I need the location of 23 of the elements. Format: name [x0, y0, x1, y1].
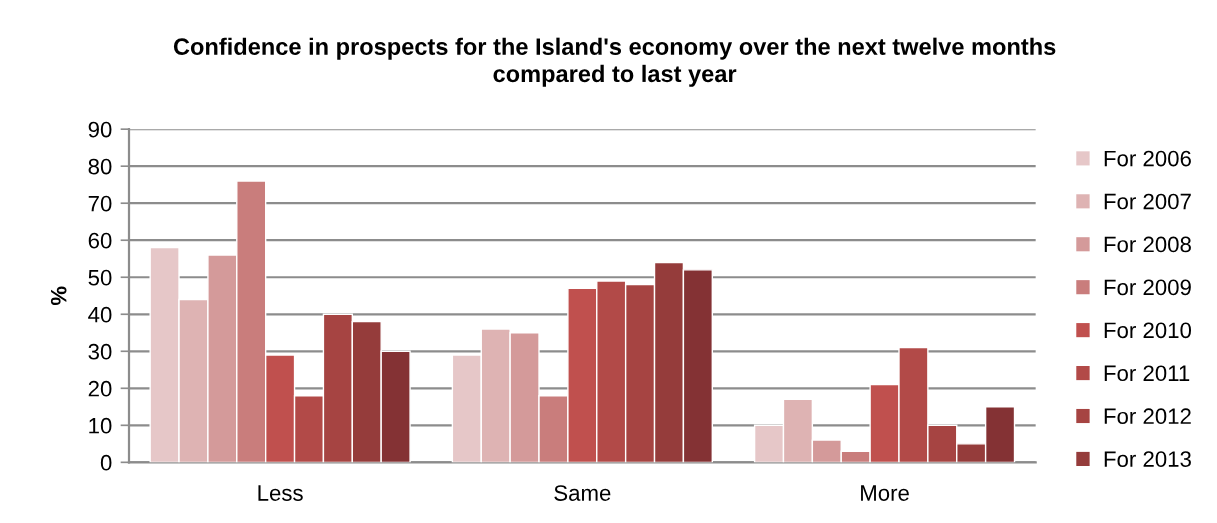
legend-label: For 2013 [1104, 451, 1191, 467]
x-tick-label: Less [258, 485, 303, 501]
legend-label: For 2007 [1104, 193, 1191, 210]
x-tick-label: Same [554, 485, 611, 501]
y-tick-label: 10 [89, 417, 112, 434]
y-tick-label: 40 [88, 306, 112, 323]
y-tick-label: 90 [88, 121, 112, 138]
legend-label: For 2010 [1104, 322, 1192, 339]
y-axis-title: % [50, 286, 67, 306]
legend-label: For 2006 [1104, 150, 1191, 167]
legend-label: For 2012 [1104, 408, 1191, 425]
y-tick-label: 50 [88, 269, 112, 286]
legend-label: For 2011 [1104, 365, 1190, 382]
y-tick-label: 0 [100, 454, 112, 471]
y-tick-label: 30 [88, 343, 112, 360]
legend-label: For 2008 [1104, 236, 1191, 253]
legend-label: For 2009 [1104, 279, 1191, 296]
chart-title: Confidence in prospects for the Island's economy over the next twelve months compared to last year [173, 37, 1056, 87]
x-tick-label: More [861, 485, 909, 501]
y-tick-label: 80 [88, 158, 112, 175]
y-tick-label: 60 [88, 232, 112, 249]
y-tick-label: 70 [88, 195, 112, 212]
y-tick-label: 20 [88, 380, 112, 397]
